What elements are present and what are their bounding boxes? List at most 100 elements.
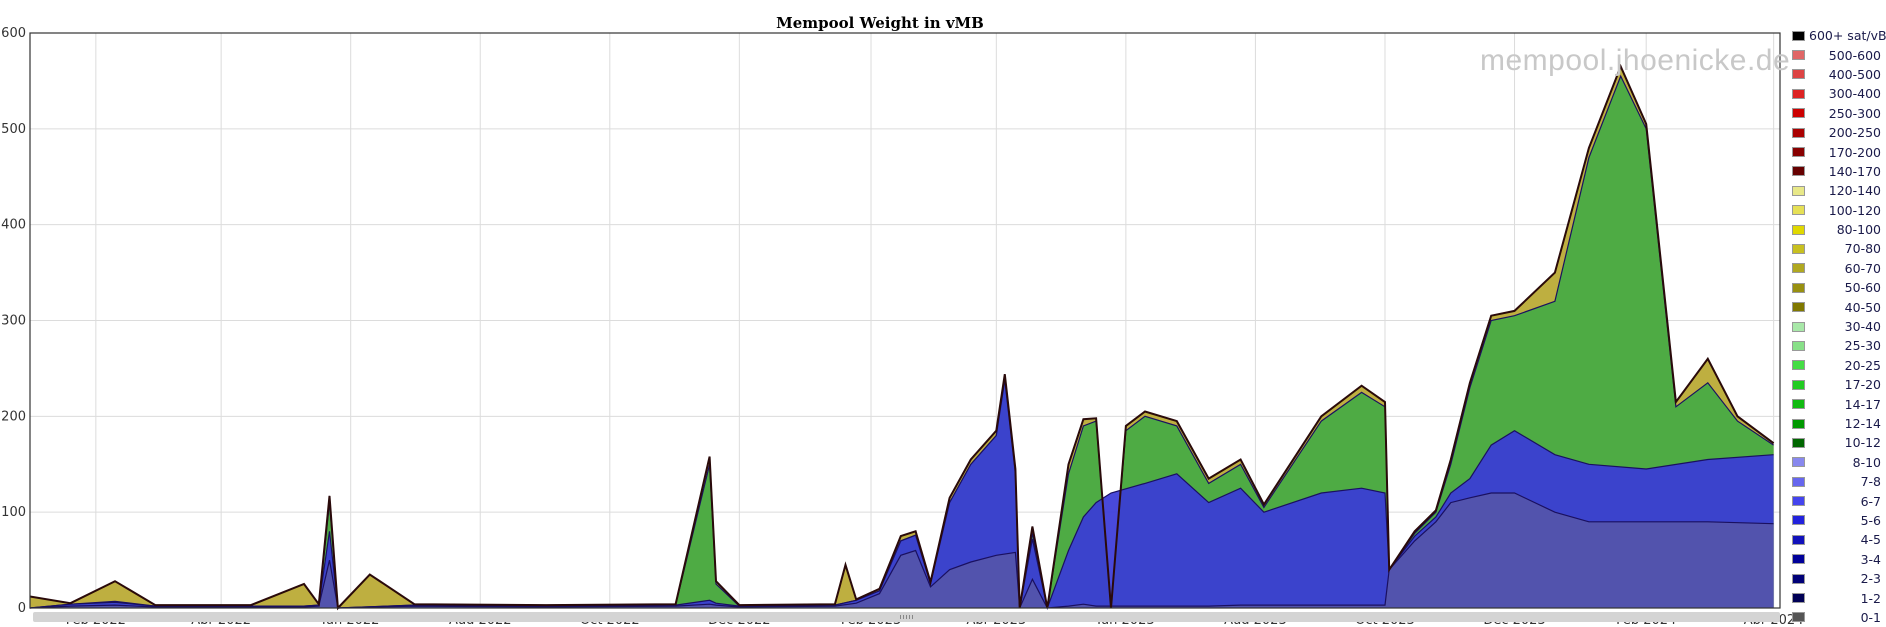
legend: 600+ sat/vB 500-600 400-500 300-400 250-300 2… — [1792, 26, 1886, 627]
legend-item[interactable]: 300-400 — [1792, 84, 1886, 103]
legend-label: 40-50 — [1844, 299, 1881, 315]
legend-label: 170-200 — [1828, 144, 1881, 160]
legend-item[interactable]: 200-250 — [1792, 123, 1886, 142]
legend-label: 100-120 — [1828, 202, 1881, 218]
legend-item[interactable]: 100-120 — [1792, 201, 1886, 220]
legend-label: 12-14 — [1844, 416, 1881, 431]
legend-label: 4-5 — [1860, 532, 1881, 548]
total-outline — [29, 63, 1775, 611]
legend-swatch — [1792, 205, 1805, 216]
legend-swatch — [1792, 360, 1805, 371]
legend-label: 5-6 — [1860, 512, 1881, 528]
y-tick-label: 600 — [1, 26, 26, 41]
y-axis: 0 100 200 300 400 500 600 — [1, 26, 26, 616]
legend-swatch — [1792, 612, 1805, 623]
legend-label: 300-400 — [1828, 86, 1881, 102]
legend-swatch — [1792, 534, 1805, 545]
legend-label: 60-70 — [1844, 260, 1881, 276]
chart-title: Mempool Weight in vMB — [776, 14, 984, 32]
legend-item[interactable]: 40-50 — [1792, 297, 1886, 316]
legend-item[interactable]: 1-2 — [1792, 588, 1886, 607]
legend-item[interactable]: 8-10 — [1792, 453, 1886, 472]
legend-label: 10-12 — [1844, 435, 1881, 451]
legend-label: 17-20 — [1844, 377, 1881, 393]
legend-label: 3-4 — [1860, 551, 1881, 567]
legend-swatch — [1792, 224, 1805, 235]
legend-item[interactable]: 7-8 — [1792, 472, 1886, 491]
legend-item[interactable]: 400-500 — [1792, 65, 1886, 84]
legend-swatch — [1792, 437, 1805, 448]
legend-item[interactable]: 170-200 — [1792, 142, 1886, 161]
legend-label: 1-2 — [1860, 590, 1881, 606]
legend-item[interactable]: 600+ sat/vB — [1792, 26, 1886, 45]
legend-swatch — [1792, 496, 1805, 507]
legend-swatch — [1792, 593, 1805, 604]
area-series-8-30 — [30, 76, 1774, 609]
legend-item[interactable]: 80-100 — [1792, 220, 1886, 239]
legend-item[interactable]: 6-7 — [1792, 491, 1886, 510]
legend-label: 500-600 — [1828, 47, 1881, 63]
y-tick-label: 0 — [18, 601, 26, 616]
legend-item[interactable]: 3-4 — [1792, 550, 1886, 569]
legend-item[interactable]: 140-170 — [1792, 162, 1886, 181]
legend-item[interactable]: 250-300 — [1792, 104, 1886, 123]
legend-swatch — [1792, 166, 1805, 177]
legend-swatch — [1792, 50, 1805, 61]
legend-item[interactable]: 70-80 — [1792, 239, 1886, 258]
legend-item[interactable]: 4-5 — [1792, 530, 1886, 549]
legend-swatch — [1792, 340, 1805, 351]
legend-swatch — [1792, 302, 1805, 313]
legend-item[interactable]: 120-140 — [1792, 181, 1886, 200]
legend-item[interactable]: 0-1 — [1792, 608, 1886, 627]
legend-item[interactable]: 30-40 — [1792, 317, 1886, 336]
legend-swatch — [1792, 30, 1805, 41]
watermark: mempool.jhoenicke.de — [1480, 44, 1791, 77]
y-tick-label: 300 — [1, 314, 26, 329]
legend-label: 140-170 — [1828, 163, 1881, 179]
legend-swatch — [1792, 282, 1805, 293]
legend-item[interactable]: 20-25 — [1792, 356, 1886, 375]
legend-item[interactable]: 50-60 — [1792, 278, 1886, 297]
legend-label: 50-60 — [1844, 280, 1881, 296]
legend-item[interactable]: 12-14 — [1792, 414, 1886, 433]
plot-frame — [29, 32, 1781, 609]
legend-item[interactable]: 5-6 — [1792, 511, 1886, 530]
series-line-0-1 — [29, 492, 1774, 609]
legend-swatch — [1792, 185, 1805, 196]
legend-label: 30-40 — [1844, 319, 1881, 335]
area-series-1-8 — [30, 379, 1774, 608]
legend-label: 14-17 — [1844, 396, 1881, 412]
legend-label: 0-1 — [1860, 609, 1881, 625]
legend-item[interactable]: 2-3 — [1792, 569, 1886, 588]
legend-swatch — [1792, 573, 1805, 584]
legend-swatch — [1792, 88, 1805, 99]
legend-swatch — [1792, 263, 1805, 274]
legend-swatch — [1792, 147, 1805, 158]
legend-swatch — [1792, 476, 1805, 487]
horizontal-scrollbar[interactable] — [33, 612, 1780, 622]
legend-label: 25-30 — [1844, 338, 1881, 354]
legend-item[interactable]: 10-12 — [1792, 433, 1886, 452]
legend-item[interactable]: 60-70 — [1792, 259, 1886, 278]
legend-label: 70-80 — [1844, 241, 1881, 257]
legend-label: 20-25 — [1844, 357, 1881, 373]
legend-label: 200-250 — [1828, 125, 1881, 141]
legend-label: 80-100 — [1836, 222, 1881, 238]
legend-label: 2-3 — [1860, 571, 1881, 587]
legend-label: 6-7 — [1860, 493, 1881, 509]
legend-swatch — [1792, 554, 1805, 565]
legend-item[interactable]: 500-600 — [1792, 45, 1886, 64]
legend-swatch — [1792, 108, 1805, 119]
scrollbar-grip[interactable] — [899, 615, 914, 619]
legend-item[interactable]: 17-20 — [1792, 375, 1886, 394]
legend-swatch — [1792, 69, 1805, 80]
y-tick-label: 200 — [1, 409, 26, 424]
legend-item[interactable]: 14-17 — [1792, 394, 1886, 413]
y-tick-label: 400 — [1, 218, 26, 233]
y-tick-label: 100 — [1, 505, 26, 520]
legend-swatch — [1792, 457, 1805, 468]
legend-swatch — [1792, 321, 1805, 332]
legend-item[interactable]: 25-30 — [1792, 336, 1886, 355]
legend-label: 7-8 — [1860, 474, 1881, 490]
legend-label: 600+ sat/vB — [1809, 28, 1886, 44]
